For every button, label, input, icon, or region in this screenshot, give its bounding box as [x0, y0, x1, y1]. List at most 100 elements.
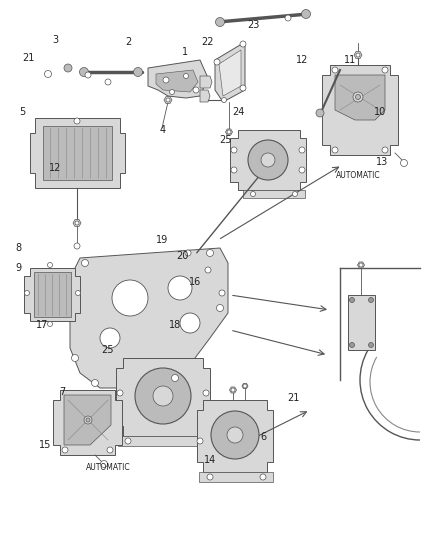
- Circle shape: [231, 147, 237, 153]
- Polygon shape: [242, 383, 248, 389]
- Circle shape: [25, 290, 29, 295]
- Circle shape: [260, 474, 266, 480]
- Circle shape: [243, 384, 247, 388]
- Circle shape: [382, 147, 388, 153]
- Circle shape: [248, 140, 288, 180]
- Polygon shape: [53, 390, 122, 455]
- Text: AUTOMATIC: AUTOMATIC: [86, 464, 131, 472]
- Circle shape: [240, 85, 246, 91]
- Circle shape: [227, 427, 243, 443]
- Text: 4: 4: [160, 125, 166, 135]
- Circle shape: [170, 90, 174, 94]
- Bar: [199, 472, 273, 482]
- Circle shape: [100, 461, 107, 467]
- Circle shape: [400, 159, 407, 166]
- Circle shape: [172, 375, 179, 382]
- Text: 24: 24: [232, 107, 244, 117]
- Circle shape: [86, 418, 90, 422]
- Circle shape: [368, 297, 374, 303]
- Text: 8: 8: [15, 243, 21, 253]
- Circle shape: [117, 390, 123, 396]
- Polygon shape: [354, 52, 362, 59]
- Text: 17: 17: [36, 320, 48, 330]
- Polygon shape: [230, 130, 306, 190]
- Circle shape: [332, 67, 338, 73]
- Polygon shape: [43, 126, 112, 180]
- Circle shape: [107, 447, 113, 453]
- Circle shape: [227, 130, 231, 134]
- Circle shape: [205, 267, 211, 273]
- Circle shape: [350, 297, 354, 303]
- Polygon shape: [215, 42, 245, 102]
- Circle shape: [125, 438, 131, 444]
- Circle shape: [299, 167, 305, 173]
- Polygon shape: [156, 70, 198, 92]
- Circle shape: [184, 74, 188, 78]
- Circle shape: [350, 343, 354, 348]
- Text: 9: 9: [15, 263, 21, 273]
- Circle shape: [168, 276, 192, 300]
- Text: 1: 1: [182, 47, 188, 57]
- Polygon shape: [335, 75, 385, 120]
- Circle shape: [45, 70, 52, 77]
- Circle shape: [222, 98, 226, 102]
- Circle shape: [214, 59, 220, 65]
- Circle shape: [71, 354, 78, 361]
- Text: 18: 18: [169, 320, 181, 330]
- Circle shape: [166, 98, 170, 102]
- Polygon shape: [164, 96, 172, 103]
- Polygon shape: [24, 268, 80, 321]
- Circle shape: [215, 18, 225, 27]
- Circle shape: [301, 10, 311, 19]
- Circle shape: [207, 474, 213, 480]
- Circle shape: [211, 411, 259, 459]
- Circle shape: [261, 153, 275, 167]
- Text: 7: 7: [59, 387, 65, 397]
- Circle shape: [92, 379, 99, 386]
- Text: 21: 21: [22, 53, 34, 63]
- Circle shape: [153, 386, 173, 406]
- Polygon shape: [230, 387, 237, 393]
- Circle shape: [105, 79, 111, 85]
- Polygon shape: [322, 65, 398, 155]
- Circle shape: [80, 68, 88, 77]
- Circle shape: [74, 243, 80, 249]
- Circle shape: [216, 304, 223, 311]
- Polygon shape: [357, 262, 364, 268]
- Circle shape: [356, 94, 360, 100]
- Polygon shape: [200, 90, 210, 102]
- Circle shape: [163, 77, 169, 83]
- Polygon shape: [348, 295, 375, 350]
- Polygon shape: [200, 76, 212, 88]
- Polygon shape: [73, 220, 81, 227]
- Polygon shape: [219, 50, 241, 96]
- Circle shape: [47, 262, 53, 268]
- Circle shape: [134, 68, 142, 77]
- Circle shape: [219, 290, 225, 296]
- Text: 6: 6: [260, 432, 266, 442]
- Circle shape: [299, 147, 305, 153]
- Text: 15: 15: [39, 440, 51, 450]
- Circle shape: [382, 67, 388, 73]
- Circle shape: [84, 416, 92, 424]
- Circle shape: [293, 191, 297, 197]
- Circle shape: [285, 15, 291, 21]
- Circle shape: [206, 249, 213, 256]
- Circle shape: [332, 147, 338, 153]
- Text: 12: 12: [49, 163, 61, 173]
- Circle shape: [47, 321, 53, 327]
- Circle shape: [240, 41, 246, 47]
- Circle shape: [316, 109, 324, 117]
- Circle shape: [180, 313, 200, 333]
- Text: 19: 19: [156, 235, 168, 245]
- Circle shape: [203, 390, 209, 396]
- Circle shape: [368, 343, 374, 348]
- Circle shape: [231, 388, 235, 392]
- Circle shape: [185, 250, 191, 256]
- Text: AUTOMATIC: AUTOMATIC: [336, 171, 380, 180]
- Polygon shape: [226, 129, 233, 135]
- Text: 2: 2: [125, 37, 131, 47]
- Text: 21: 21: [287, 393, 299, 403]
- Circle shape: [359, 263, 363, 267]
- Circle shape: [353, 92, 363, 102]
